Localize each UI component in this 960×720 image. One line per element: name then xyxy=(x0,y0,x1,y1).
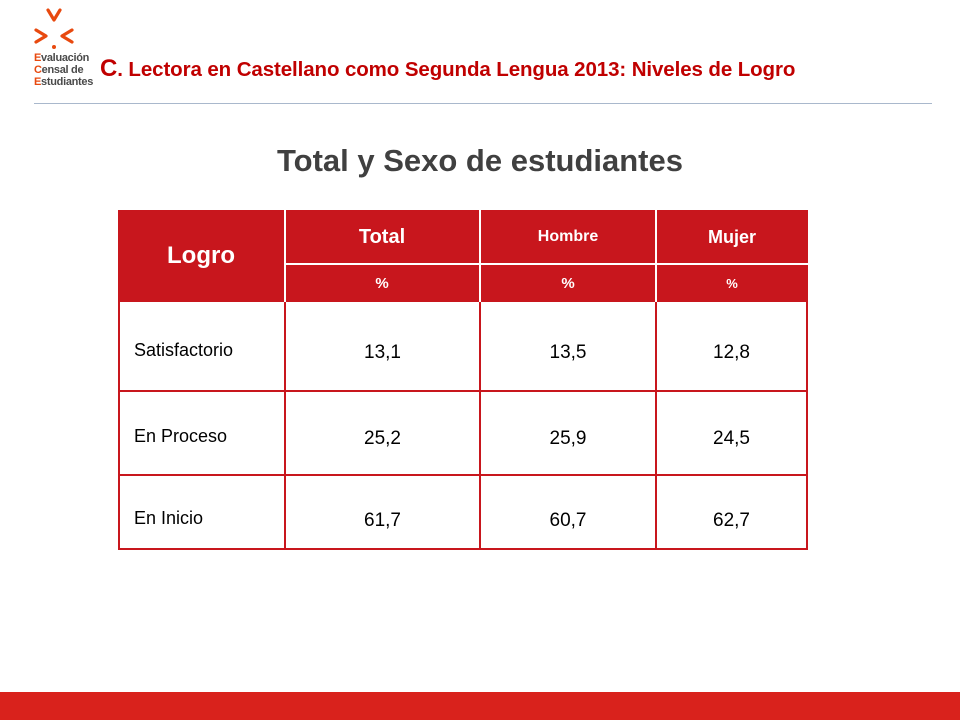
column-divider xyxy=(655,302,657,548)
page-title-rest: . Lectora en Castellano como Segunda Len… xyxy=(117,58,796,81)
cell-en-proceso-total: 25,2 xyxy=(364,428,401,449)
table-subtitle: Total y Sexo de estudiantes xyxy=(277,143,683,178)
header-total-unit: % xyxy=(284,264,480,302)
header-divider xyxy=(34,103,932,104)
logo-line-3: Estudiantes xyxy=(34,76,94,88)
header-mujer: Mujer xyxy=(656,210,808,264)
header-separator xyxy=(284,210,286,302)
footer-bar xyxy=(0,692,960,720)
logo-mark-icon xyxy=(34,8,74,49)
header-logro: Logro xyxy=(118,210,284,302)
row-label-en-proceso: En Proceso xyxy=(134,426,228,446)
header-hombre: Hombre xyxy=(480,210,656,264)
page-title: C. Lectora en Castellano como Segunda Le… xyxy=(100,55,795,83)
cell-en-proceso-mujer: 24,5 xyxy=(713,428,750,449)
logo-wordmark: Evaluación Censal de Estudiantes xyxy=(34,52,93,88)
table-body: Satisfactorio 13,1 13,5 12,8 En Proceso … xyxy=(118,302,808,550)
column-divider xyxy=(284,302,286,548)
cell-satisfactorio-mujer: 12,8 xyxy=(713,342,750,363)
results-table: Logro Total Hombre Mujer % % % Satisfact… xyxy=(118,210,808,550)
cell-en-inicio-mujer: 62,7 xyxy=(713,510,750,531)
cell-en-inicio-hombre: 60,7 xyxy=(549,510,587,531)
row-label-satisfactorio: Satisfactorio xyxy=(134,340,234,360)
header-separator xyxy=(655,210,657,302)
header-mujer-unit: % xyxy=(656,264,808,302)
cell-satisfactorio-total: 13,1 xyxy=(364,342,401,363)
cell-en-inicio-total: 61,7 xyxy=(364,510,401,531)
logo-line-2: Censal de xyxy=(34,64,84,76)
cell-satisfactorio-hombre: 13,5 xyxy=(549,342,587,363)
logo: Evaluación Censal de Estudiantes xyxy=(34,8,98,94)
cell-en-proceso-hombre: 25,9 xyxy=(549,428,587,449)
page-title-initial: C xyxy=(100,55,118,82)
row-divider xyxy=(120,474,806,476)
column-divider xyxy=(479,302,481,548)
header-total: Total xyxy=(284,210,480,264)
header-separator xyxy=(479,210,481,302)
header-hombre-unit: % xyxy=(480,264,656,302)
row-divider xyxy=(120,390,806,392)
logo-line-1: Evaluación xyxy=(34,52,90,64)
row-label-en-inicio: En Inicio xyxy=(134,508,204,528)
header-separator xyxy=(284,263,808,265)
